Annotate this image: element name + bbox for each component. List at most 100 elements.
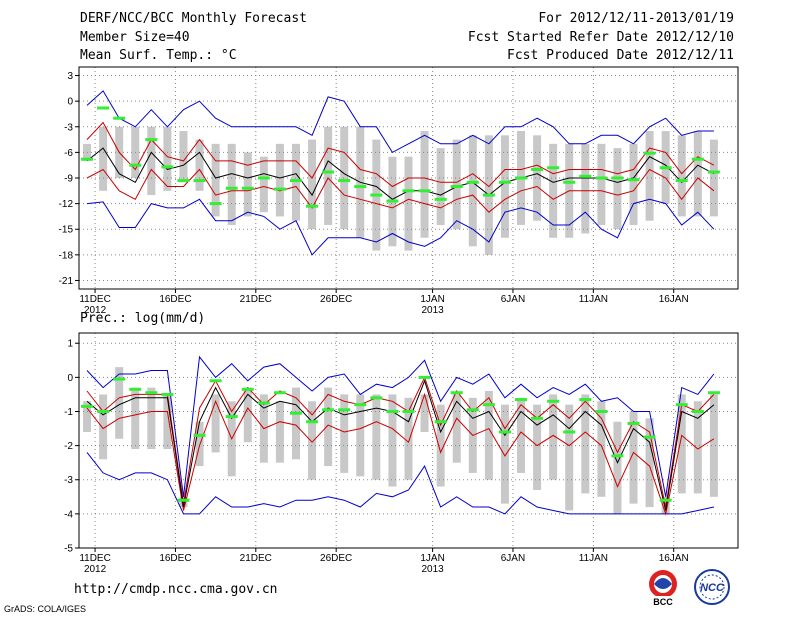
prec-spread-box	[677, 394, 686, 494]
prec-observed-marker	[659, 498, 672, 502]
ncc-logo: NCC	[690, 568, 734, 606]
prec-observed-marker	[418, 375, 431, 379]
prec-spread-box	[324, 387, 333, 467]
prec-observed-marker	[579, 398, 592, 402]
temp-observed-marker	[547, 166, 560, 170]
prec-observed-marker	[338, 408, 351, 412]
temp-y-tick-label: -3	[64, 122, 73, 133]
temp-observed-marker	[97, 106, 110, 110]
temp-y-tick-label: -21	[59, 276, 74, 287]
prec-spread-box	[484, 391, 493, 480]
variable-label: Mean Surf. Temp.: °C	[80, 48, 237, 63]
prec-observed-marker	[145, 391, 158, 395]
prec-plot-frame	[78, 332, 739, 549]
temp-spread-box	[259, 156, 268, 213]
temp-spread-box	[163, 126, 172, 191]
temp-spread-box	[195, 139, 204, 191]
prec-observed-marker	[257, 401, 270, 405]
prec-x-tick-label: 21DEC	[240, 553, 272, 564]
prec-observed-marker	[402, 409, 415, 413]
prec-observed-marker	[225, 415, 238, 419]
prec-y-tick-label: -3	[64, 475, 73, 486]
temp-observed-marker	[289, 179, 302, 183]
temp-observed-marker	[193, 179, 206, 183]
temp-observed-marker	[386, 199, 399, 203]
temp-y-tick-label: -18	[59, 250, 74, 261]
prec-spread-box	[517, 397, 526, 473]
temp-spread-box	[500, 135, 509, 238]
prec-y-tick-label: 0	[67, 373, 73, 384]
temp-spread-box	[99, 126, 108, 191]
prec-spread-box	[629, 411, 638, 504]
precip-panel-title: Prec.: log(mm/d)	[80, 311, 206, 326]
temp-observed-marker	[225, 186, 238, 190]
temp-x-tick-label: 21DEC	[240, 294, 272, 305]
temp-y-tick-label: 3	[67, 71, 73, 82]
temp-x-tick-label: 16DEC	[159, 294, 191, 305]
prec-observed-marker	[241, 387, 254, 391]
temp-upper-quantile	[86, 121, 715, 188]
prec-observed-marker	[547, 399, 560, 403]
prec-spread-box	[436, 404, 445, 487]
prec-ensemble-median	[86, 379, 715, 511]
temp-observed-marker	[627, 178, 640, 182]
prec-spread-box	[99, 394, 108, 460]
prec-observed-marker	[563, 430, 576, 434]
prec-y-tick-label: -5	[64, 544, 73, 555]
prec-spread-box	[83, 401, 92, 432]
prec-spread-box	[420, 394, 429, 432]
temperature-panel: 3 0 -3 -6 -9 -12 -15 -18 -21 11DEC 16DEC 21DEC 26DEC…	[59, 66, 739, 316]
temp-spread-box	[324, 126, 333, 225]
temp-observed-marker	[81, 157, 94, 161]
temp-x-tick-label: 1JAN	[420, 294, 444, 305]
prec-observed-marker	[306, 420, 319, 424]
member-size: Member Size=40	[80, 30, 190, 45]
temp-observed-marker	[129, 163, 142, 167]
prec-observed-marker	[611, 454, 624, 458]
prec-observed-marker	[370, 396, 383, 400]
temp-spread-box	[243, 152, 252, 217]
temp-spread-box	[404, 156, 413, 251]
prec-observed-marker	[643, 435, 656, 439]
prec-spread-box	[581, 394, 590, 494]
temp-observed-marker	[370, 193, 383, 197]
temp-spread-box	[709, 139, 718, 217]
temp-observed-marker	[563, 180, 576, 184]
temp-y-tick-label: -9	[64, 174, 73, 185]
temp-y-tick-label: 0	[67, 97, 73, 108]
temp-spread-box	[693, 131, 702, 217]
prec-observed-marker	[595, 409, 608, 413]
temp-spread-box	[275, 143, 284, 217]
prec-y-tick-label: -4	[64, 509, 73, 520]
source-url[interactable]: http://cmdp.ncc.cma.gov.cn	[74, 582, 278, 597]
temp-observed-marker	[707, 170, 720, 174]
prec-spread-box	[356, 394, 365, 477]
temp-observed-marker	[209, 202, 222, 206]
temp-observed-marker	[354, 185, 367, 189]
temp-spread-box	[179, 131, 188, 183]
temp-observed-marker	[113, 116, 126, 120]
temp-observed-marker	[579, 174, 592, 178]
temp-observed-marker	[418, 189, 431, 193]
temp-observed-marker	[161, 165, 174, 169]
prec-observed-marker	[322, 408, 335, 412]
prec-spread-box	[131, 387, 140, 450]
precipitation-panel: 1 0 -1 -2 -3 -4 -5 11DEC 16DEC 21DEC 26DEC 1JAN 6JAN…	[64, 332, 739, 575]
temp-observed-marker	[306, 204, 319, 208]
prec-year-label: 2013	[421, 564, 444, 575]
prec-observed-marker	[434, 420, 447, 424]
prec-spread-box	[195, 421, 204, 467]
prec-spread-box	[163, 394, 172, 450]
prec-spread-box	[452, 394, 461, 463]
prec-observed-marker	[386, 409, 399, 413]
temp-spread-box	[452, 139, 461, 230]
temp-max-envelope	[86, 90, 714, 154]
temp-spread-box	[147, 126, 156, 196]
temp-spread-box	[420, 131, 429, 238]
prec-observed-marker	[97, 409, 110, 413]
temp-observed-marker	[402, 189, 415, 193]
temp-spread-box	[468, 135, 477, 247]
temp-spread-box	[308, 139, 317, 230]
prec-x-tick-label: 11DEC	[79, 553, 111, 564]
prec-observed-marker	[498, 430, 511, 434]
